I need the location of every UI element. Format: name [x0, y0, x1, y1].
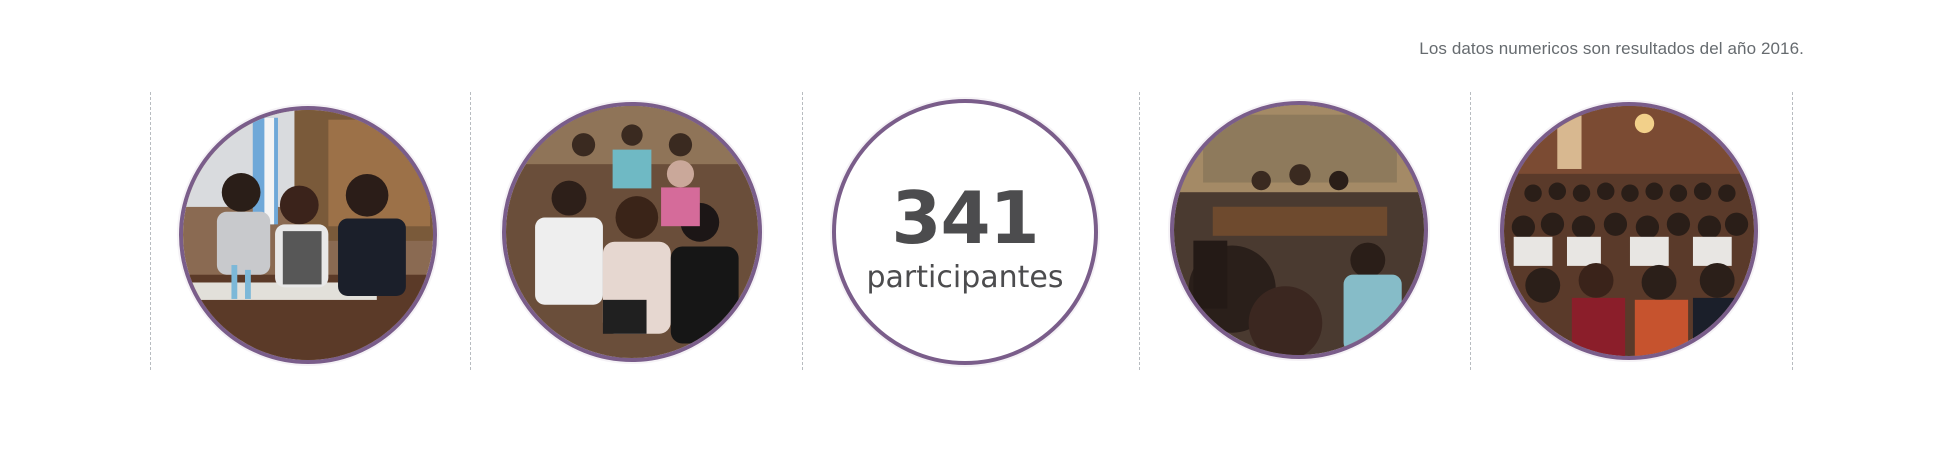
divider-3 — [802, 92, 803, 370]
panel-session-photo-icon — [1174, 105, 1424, 355]
divider-4 — [1139, 92, 1140, 370]
footnote: Los datos numericos son resultados del a… — [1419, 39, 1804, 58]
participants-stat: 341 participantes — [832, 99, 1098, 365]
photo-panel-session — [1170, 101, 1428, 359]
participants-count: 341 — [891, 176, 1039, 261]
audience-seated-photo-icon — [506, 106, 758, 358]
divider-6 — [1792, 92, 1793, 370]
photo-audience-seated — [502, 102, 762, 362]
divider-5 — [1470, 92, 1471, 370]
crowd-audience-photo-icon — [1504, 106, 1754, 356]
panel-speakers-photo-icon — [183, 110, 433, 360]
photo-panel-speakers — [179, 106, 437, 364]
divider-1 — [150, 92, 151, 370]
participants-label: participantes — [866, 260, 1064, 296]
divider-2 — [470, 92, 471, 370]
photo-crowd-audience — [1500, 102, 1758, 360]
